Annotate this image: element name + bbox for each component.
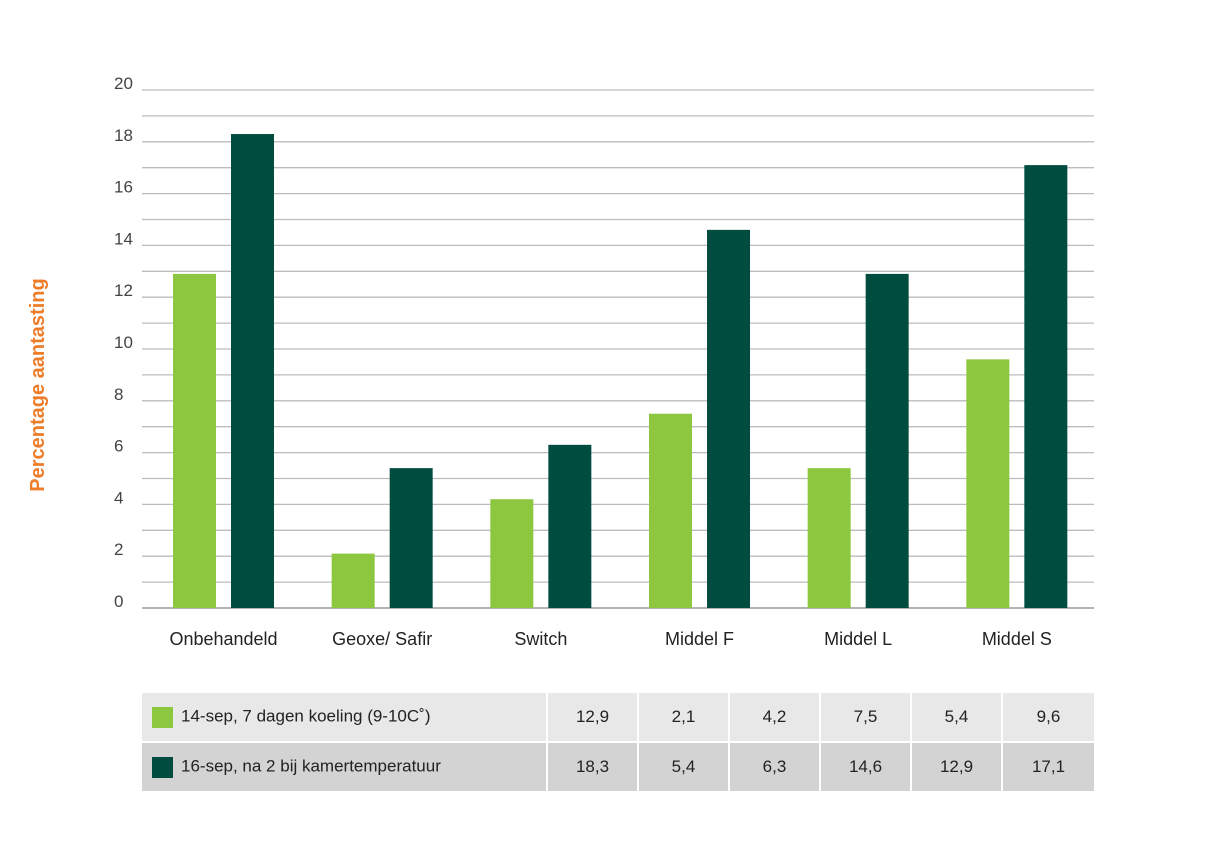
legend-row: 16-sep, na 2 bij kamertemperatuur 18,3 5,4… — [142, 742, 1094, 791]
data-value-cell: 9,6 — [1002, 693, 1094, 743]
bar — [331, 553, 375, 608]
y-tick-label: 14 — [114, 229, 133, 248]
y-tick-label: 8 — [114, 385, 123, 404]
category-labels: Onbehandeld Geoxe/ Safir Switch Middel F Mid… — [169, 629, 1051, 649]
legend-swatch — [152, 756, 173, 778]
data-value-cell: 2,1 — [638, 693, 730, 743]
category-label: Middel S — [982, 629, 1052, 649]
bar — [649, 413, 692, 608]
legend-series-name: 16-sep, na 2 bij kamertemperatuur — [181, 757, 441, 776]
bars — [173, 134, 1068, 609]
y-tick-label: 10 — [114, 333, 133, 352]
bar — [1024, 165, 1068, 609]
bar — [807, 468, 851, 608]
bar — [389, 468, 433, 608]
data-value-cell: 14,6 — [820, 742, 912, 791]
legend-series-name: 14-sep, 7 dagen koeling (9-10C˚) — [181, 707, 431, 726]
category-label: Switch — [514, 629, 567, 649]
legend-row: 14-sep, 7 dagen koeling (9-10C˚) 12,9 2,1 4… — [142, 693, 1094, 743]
bar — [707, 229, 750, 609]
y-tick-label: 6 — [114, 437, 123, 456]
gridlines — [142, 89, 1094, 609]
data-value-cell: 4,2 — [729, 693, 821, 743]
legend-series-cell: 16-sep, na 2 bij kamertemperatuur — [142, 742, 548, 791]
bar — [865, 273, 909, 608]
bar — [490, 499, 534, 608]
data-value-cell: 6,3 — [729, 742, 821, 791]
legend-series-cell: 14-sep, 7 dagen koeling (9-10C˚) — [142, 693, 548, 743]
y-tick-label: 2 — [114, 540, 123, 559]
bar — [548, 444, 592, 608]
y-tick-label: 16 — [114, 178, 133, 197]
bar — [966, 359, 1010, 608]
data-value-cell: 17,1 — [1002, 742, 1094, 791]
y-tick-labels: 0 2 4 6 8 10 12 14 16 18 20 — [114, 74, 133, 611]
legend-swatch — [152, 706, 173, 728]
bar — [173, 273, 216, 608]
data-value-cell: 12,9 — [911, 742, 1003, 791]
data-value-cell: 5,4 — [911, 693, 1003, 743]
category-label: Middel F — [665, 629, 734, 649]
y-tick-label: 4 — [114, 488, 123, 507]
y-tick-label: 18 — [114, 126, 133, 145]
category-label: Onbehandeld — [169, 629, 277, 649]
data-value-cell: 18,3 — [547, 742, 639, 791]
bar — [231, 134, 274, 608]
y-tick-label: 20 — [114, 74, 133, 93]
data-value-cell: 12,9 — [547, 693, 639, 743]
category-label: Geoxe/ Safir — [332, 629, 432, 649]
data-value-cell: 7,5 — [820, 693, 912, 743]
bar-chart: 0 2 4 6 8 10 12 14 16 18 20 Onbehandeld Geoxe/ Safi… — [27, 74, 1094, 649]
category-label: Middel L — [824, 629, 892, 649]
y-tick-label: 12 — [114, 281, 133, 300]
y-tick-label: 0 — [114, 592, 123, 611]
legend-data-table: 14-sep, 7 dagen koeling (9-10C˚) 12,9 2,1 4… — [142, 693, 1094, 791]
y-axis-label: Percentage aantasting — [27, 278, 49, 491]
data-value-cell: 5,4 — [638, 742, 730, 791]
